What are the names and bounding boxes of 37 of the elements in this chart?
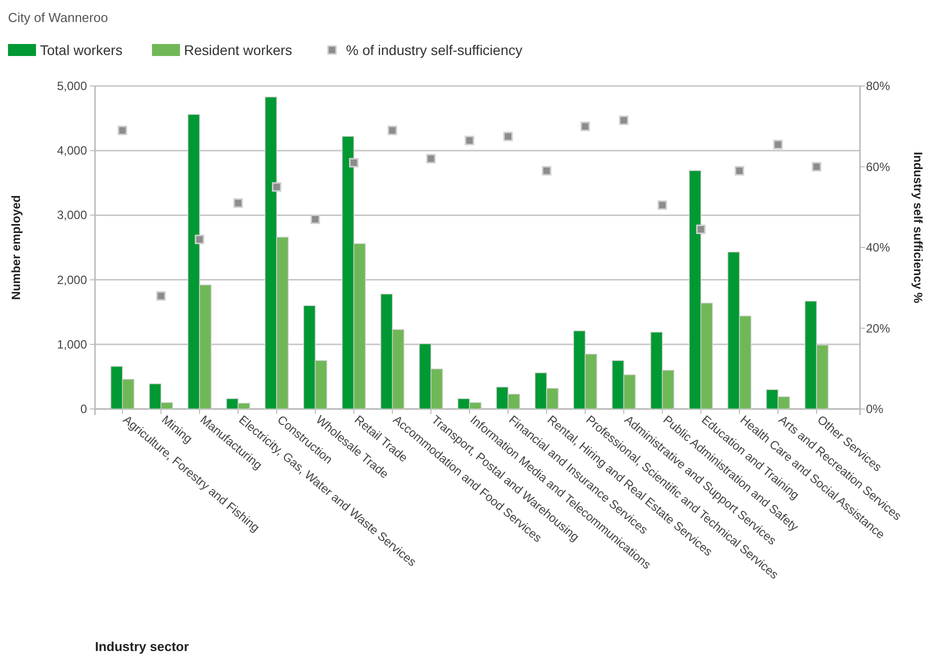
y2-axis-title: Industry self sufficiency % xyxy=(911,152,925,304)
point xyxy=(542,166,552,176)
legend-label: Total workers xyxy=(40,42,122,58)
y-tick-label: 2,000 xyxy=(56,272,88,287)
y-tick-label: 5,000 xyxy=(56,79,88,93)
chart-title: City of Wanneroo xyxy=(8,10,108,25)
y-tick-label: 3,000 xyxy=(56,208,88,222)
point xyxy=(426,154,436,164)
point xyxy=(812,162,822,172)
point xyxy=(580,122,590,132)
y2-tick-label: 0% xyxy=(866,402,884,416)
point xyxy=(156,291,166,301)
y2-tick-label: 60% xyxy=(866,160,890,174)
y-tick-label: 0 xyxy=(80,402,88,416)
point xyxy=(464,136,474,146)
y-tick-label: 1,000 xyxy=(56,337,88,352)
legend-label: Resident workers xyxy=(184,42,292,58)
point xyxy=(272,182,282,192)
y2-tick-label: 20% xyxy=(866,321,890,336)
point xyxy=(658,200,668,210)
point xyxy=(118,126,128,136)
point xyxy=(696,224,706,234)
point xyxy=(503,132,513,142)
legend-label: % of industry self-sufficiency xyxy=(346,42,522,58)
y2-tick-label: 40% xyxy=(866,240,890,254)
point xyxy=(388,126,398,136)
x-axis-title: Industry sector xyxy=(95,639,189,654)
y2-tick-label: 80% xyxy=(866,79,890,93)
point xyxy=(773,140,783,150)
point xyxy=(734,166,744,176)
point xyxy=(310,214,320,224)
y-axis-title: Number employed xyxy=(9,195,23,300)
point xyxy=(194,234,204,244)
point xyxy=(233,198,243,208)
point xyxy=(619,116,629,126)
point xyxy=(349,158,359,168)
y-tick-label: 4,000 xyxy=(56,144,88,158)
